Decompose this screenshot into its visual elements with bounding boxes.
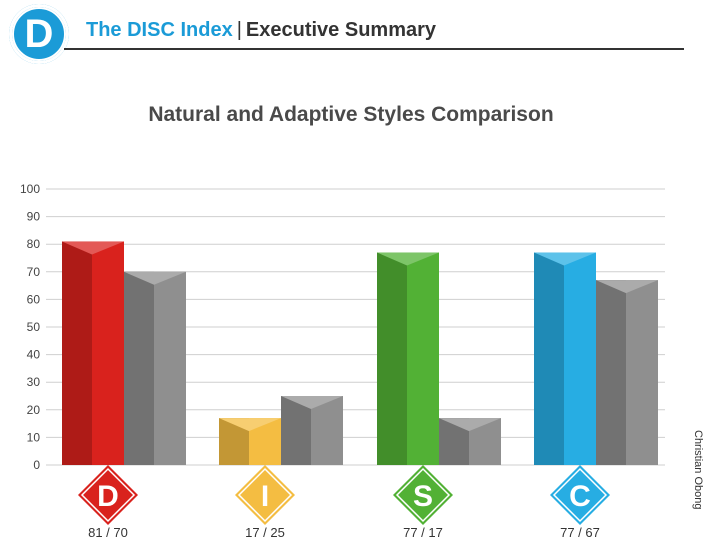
adaptive-bar-d-top-face bbox=[124, 271, 186, 285]
natural-bar-c-left-face bbox=[534, 252, 564, 465]
natural-bar-d-top-face bbox=[62, 241, 124, 255]
value-label: 17 / 25 bbox=[245, 525, 285, 540]
adaptive-bar-c-top-face bbox=[596, 280, 658, 294]
natural-bar-s-top-face bbox=[377, 252, 439, 266]
adaptive-bar-i-left-face bbox=[281, 396, 311, 465]
natural-bar-c-right-face bbox=[564, 252, 596, 465]
page-header: The DISC Index | Executive Summary bbox=[86, 19, 436, 42]
adaptive-bar-d-right-face bbox=[154, 271, 186, 465]
y-tick-label: 80 bbox=[27, 237, 41, 251]
natural-bar-s-left-face bbox=[377, 252, 407, 465]
chart-title: Natural and Adaptive Styles Comparison bbox=[148, 103, 554, 126]
credit-wrap: Christian Obong bbox=[692, 430, 706, 520]
adaptive-bar-c-left-face bbox=[596, 280, 626, 465]
natural-bar-i-top-face bbox=[219, 418, 281, 432]
y-tick-label: 100 bbox=[20, 182, 40, 196]
adaptive-bar-s-top-face bbox=[439, 418, 501, 432]
author-credit: Christian Obong bbox=[692, 430, 704, 510]
category-diamond-ring bbox=[552, 467, 608, 523]
category-diamond-d bbox=[78, 465, 138, 525]
natural-bar-s-right-face bbox=[407, 252, 439, 465]
category-letter: I bbox=[261, 480, 269, 513]
category-diamond-c bbox=[550, 465, 610, 525]
y-tick-label: 0 bbox=[33, 458, 40, 472]
category-letter: C bbox=[569, 480, 591, 513]
y-tick-label: 10 bbox=[27, 430, 41, 444]
value-label: 77 / 17 bbox=[403, 525, 443, 540]
y-tick-label: 50 bbox=[27, 320, 41, 334]
logo-letter: D bbox=[24, 12, 54, 56]
category-diamond-i bbox=[235, 465, 295, 525]
y-tick-label: 40 bbox=[27, 348, 41, 362]
adaptive-bar-i-right-face bbox=[311, 396, 343, 465]
brand-name: The DISC Index bbox=[86, 19, 233, 41]
natural-bar-d-right-face bbox=[92, 241, 124, 465]
logo-ring bbox=[12, 7, 66, 61]
disc-bar-chart: 0 10 20 30 40 50 60 70 80 90 100 D 81 / 70 I 17 / 25 S 7… bbox=[20, 182, 665, 540]
category-letter: D bbox=[97, 480, 119, 513]
y-tick-label: 90 bbox=[27, 210, 41, 224]
section-title: Executive Summary bbox=[245, 19, 437, 41]
natural-bar-c-top-face bbox=[534, 252, 596, 266]
value-label: 81 / 70 bbox=[88, 525, 128, 540]
header-rule bbox=[64, 48, 684, 50]
value-label: 77 / 67 bbox=[560, 525, 600, 540]
y-tick-label: 30 bbox=[27, 375, 41, 389]
adaptive-bar-d-left-face bbox=[124, 271, 154, 465]
adaptive-bar-i-top-face bbox=[281, 396, 343, 409]
y-tick-label: 70 bbox=[27, 265, 41, 279]
category-diamond-ring bbox=[80, 467, 136, 523]
natural-bar-d-left-face bbox=[62, 241, 92, 465]
adaptive-bar-c-right-face bbox=[626, 280, 658, 465]
category-diamond-ring bbox=[237, 467, 293, 523]
disc-logo: D bbox=[9, 4, 69, 64]
category-letter: S bbox=[413, 480, 433, 513]
y-tick-label: 20 bbox=[27, 403, 41, 417]
header-separator: | bbox=[236, 19, 242, 41]
category-diamond-ring bbox=[395, 467, 451, 523]
category-diamond-s bbox=[393, 465, 453, 525]
y-tick-label: 60 bbox=[27, 292, 41, 306]
